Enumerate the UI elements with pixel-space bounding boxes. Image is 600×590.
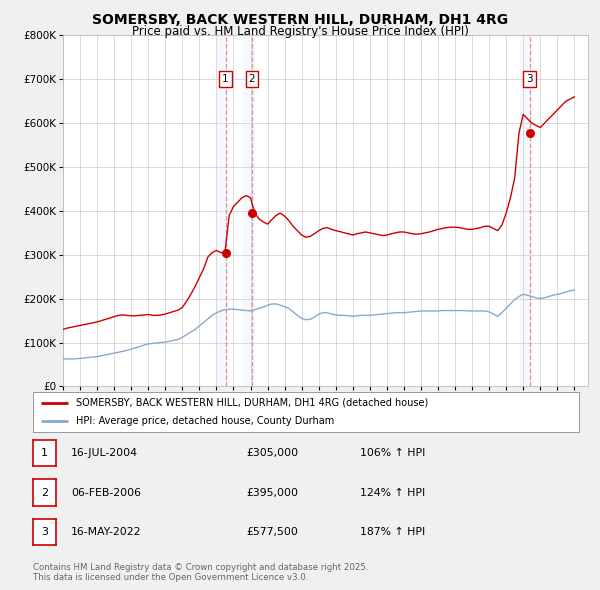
Text: 3: 3 [41, 527, 48, 537]
Bar [216, 35, 228, 386]
Text: SOMERSBY, BACK WESTERN HILL, DURHAM, DH1 4RG (detached house): SOMERSBY, BACK WESTERN HILL, DURHAM, DH1… [76, 398, 428, 408]
Text: SOMERSBY, BACK WESTERN HILL, DURHAM, DH1 4RG: SOMERSBY, BACK WESTERN HILL, DURHAM, DH1… [92, 13, 508, 27]
Text: 06-FEB-2006: 06-FEB-2006 [71, 488, 141, 497]
Text: 1: 1 [41, 448, 48, 458]
Text: HPI: Average price, detached house, County Durham: HPI: Average price, detached house, Coun… [76, 416, 334, 426]
Text: 3: 3 [526, 74, 533, 84]
Text: 106% ↑ HPI: 106% ↑ HPI [360, 448, 425, 458]
Text: 16-MAY-2022: 16-MAY-2022 [71, 527, 142, 537]
Text: Price paid vs. HM Land Registry's House Price Index (HPI): Price paid vs. HM Land Registry's House … [131, 25, 469, 38]
Text: 187% ↑ HPI: 187% ↑ HPI [360, 527, 425, 537]
Text: £577,500: £577,500 [246, 527, 298, 537]
Bar [520, 35, 532, 386]
Text: 124% ↑ HPI: 124% ↑ HPI [360, 488, 425, 497]
Text: 2: 2 [41, 488, 48, 497]
Text: £305,000: £305,000 [246, 448, 298, 458]
Text: 2: 2 [249, 74, 256, 84]
Text: 1: 1 [223, 74, 229, 84]
Bar [242, 35, 254, 386]
Text: 16-JUL-2004: 16-JUL-2004 [71, 448, 138, 458]
Text: Contains HM Land Registry data © Crown copyright and database right 2025.
This d: Contains HM Land Registry data © Crown c… [33, 563, 368, 582]
Text: £395,000: £395,000 [246, 488, 298, 497]
